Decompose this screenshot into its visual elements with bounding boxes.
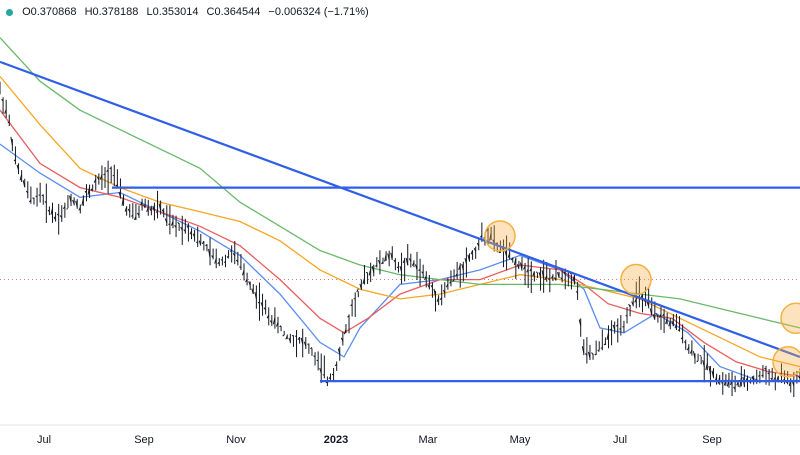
highlight-circle bbox=[781, 303, 800, 333]
price-bar-open-tick bbox=[230, 251, 232, 252]
close-value: C0.364544 bbox=[207, 6, 261, 18]
price-bar-open-tick bbox=[178, 222, 180, 224]
x-tick-label: Jul bbox=[613, 434, 627, 446]
highlight-circle bbox=[621, 265, 651, 295]
price-bar-open-tick bbox=[113, 175, 115, 176]
price-bar-open-tick bbox=[239, 267, 241, 268]
x-tick-label: Jul bbox=[37, 434, 51, 446]
status-dot-icon bbox=[6, 9, 13, 16]
ohlc-legend: O0.370868 H0.378188 L0.353014 C0.364544 … bbox=[6, 6, 369, 18]
high-value: H0.378188 bbox=[85, 6, 139, 18]
price-bar-open-tick bbox=[131, 216, 133, 217]
low-value: L0.353014 bbox=[146, 6, 198, 18]
x-tick-label: Sep bbox=[134, 434, 154, 446]
x-tick-label: Sep bbox=[702, 434, 722, 446]
x-tick-label: Mar bbox=[419, 434, 438, 446]
price-bar-open-tick bbox=[258, 302, 260, 303]
x-tick-label: 2023 bbox=[324, 434, 348, 446]
price-bar-open-tick bbox=[8, 122, 9, 123]
change-value: −0.006324 (−1.71%) bbox=[268, 6, 368, 18]
price-bar-open-tick bbox=[224, 262, 226, 263]
price-bar-open-tick bbox=[592, 353, 594, 355]
highlight-circle bbox=[485, 221, 515, 251]
price-bar-open-tick bbox=[629, 304, 631, 307]
open-value: O0.370868 bbox=[22, 6, 76, 18]
ma-line-sma_mid bbox=[0, 110, 800, 376]
descending-trendline-line bbox=[0, 62, 800, 357]
price-bar-open-tick bbox=[36, 196, 38, 197]
price-bar-open-tick bbox=[317, 360, 319, 361]
x-tick-label: Nov bbox=[226, 434, 246, 446]
x-tick-label: May bbox=[510, 434, 531, 446]
price-bar-open-tick bbox=[283, 335, 285, 336]
highlight-circle bbox=[773, 347, 800, 377]
